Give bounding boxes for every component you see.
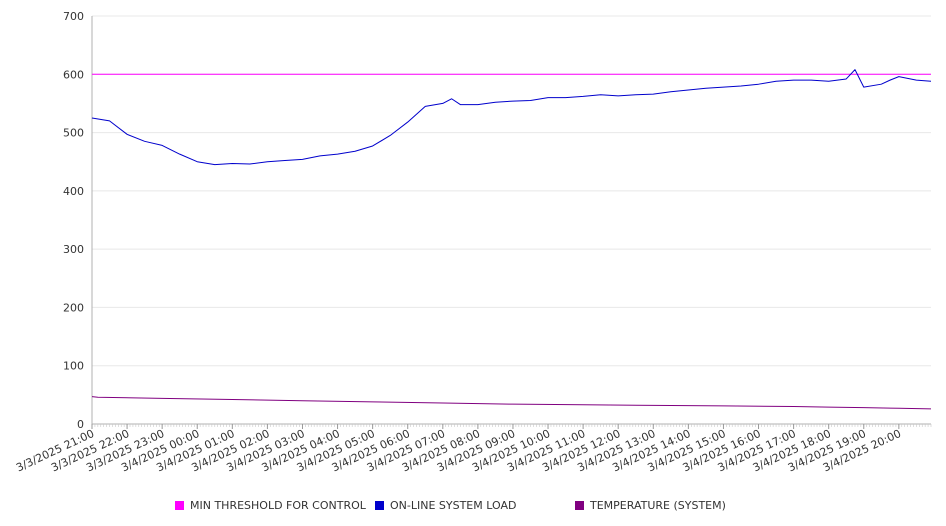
legend-swatch-temperature (575, 500, 584, 510)
legend-label-threshold: MIN THRESHOLD FOR CONTROL (190, 498, 366, 512)
axes (91, 16, 932, 429)
legend-swatch-system-load (375, 500, 384, 510)
series-line-temperature (91, 396, 932, 410)
y-tick-label: 200 (63, 301, 84, 314)
y-tick-label: 0 (77, 418, 84, 431)
grid (92, 15, 931, 367)
y-tick-label: 600 (63, 68, 84, 81)
y-tick-label: 700 (63, 10, 84, 23)
legend-item-threshold: MIN THRESHOLD FOR CONTROL (175, 498, 366, 512)
legend-item-system-load: ON-LINE SYSTEM LOAD (375, 498, 516, 512)
legend: MIN THRESHOLD FOR CONTROL ON-LINE SYSTEM… (0, 498, 946, 516)
series-lines (91, 69, 932, 410)
y-tick-label: 500 (63, 127, 84, 140)
legend-label-system-load: ON-LINE SYSTEM LOAD (390, 498, 517, 512)
y-tick-labels: 0 100 200 300 400 500 600 700 (63, 10, 84, 431)
y-tick-label: 100 (63, 360, 84, 373)
legend-swatch-threshold (175, 500, 184, 510)
legend-item-temperature: TEMPERATURE (SYSTEM) (575, 498, 726, 512)
y-tick-label: 300 (63, 243, 84, 256)
legend-label-temperature: TEMPERATURE (SYSTEM) (590, 498, 726, 512)
y-tick-label: 400 (63, 185, 84, 198)
series-line-system-load (91, 69, 932, 166)
x-tick-labels: 3/3/2025 21:003/3/2025 22:003/3/2025 23:… (14, 427, 903, 475)
